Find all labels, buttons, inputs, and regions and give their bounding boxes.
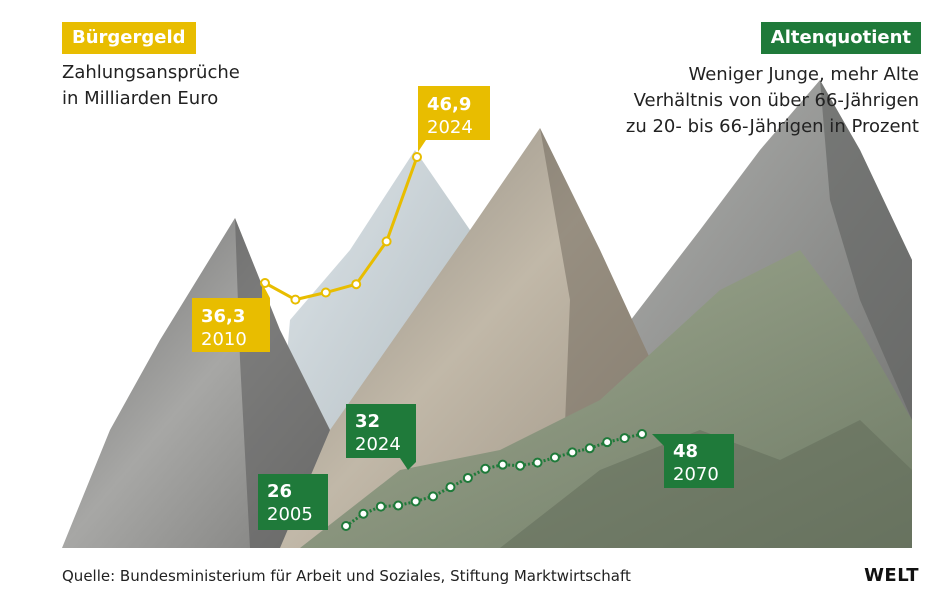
data-point bbox=[393, 500, 404, 511]
label-altenquotient-2070: 48 2070 bbox=[652, 434, 734, 488]
data-point bbox=[497, 459, 508, 470]
altenquotient-tag: Altenquotient bbox=[760, 22, 921, 54]
callout-box bbox=[418, 86, 490, 152]
label-altenquotient-2024: 32 2024 bbox=[346, 404, 416, 470]
source-note: Quelle: Bundesministerium für Arbeit und… bbox=[62, 567, 631, 585]
data-point bbox=[445, 482, 456, 493]
label-altenquotient-2005: 26 2005 bbox=[258, 474, 328, 530]
subtitle-line: Verhältnis von über 66-Jährigen bbox=[633, 90, 919, 111]
callout-year: 2024 bbox=[355, 434, 401, 455]
data-point bbox=[381, 236, 392, 247]
data-point bbox=[341, 521, 351, 531]
data-point bbox=[290, 294, 301, 305]
data-point bbox=[619, 433, 630, 444]
data-point bbox=[549, 452, 560, 463]
callout-value: 36,3 bbox=[201, 306, 245, 327]
callout-value: 32 bbox=[355, 411, 380, 432]
data-point bbox=[358, 508, 369, 519]
callout-year: 2070 bbox=[673, 464, 719, 485]
data-point bbox=[351, 279, 362, 290]
callout-year: 2010 bbox=[201, 329, 247, 350]
callout-year: 2024 bbox=[427, 117, 473, 138]
subtitle-line: zu 20- bis 66-Jährigen in Prozent bbox=[625, 116, 919, 137]
label-buergergeld-2010: 36,3 2010 bbox=[192, 283, 270, 352]
callout-value: 26 bbox=[267, 481, 292, 502]
altenquotient-points bbox=[341, 429, 647, 531]
callout-year: 2005 bbox=[267, 504, 313, 525]
data-point bbox=[567, 447, 578, 458]
callout-box bbox=[192, 283, 270, 352]
welt-logo: WELT bbox=[864, 565, 919, 586]
data-point bbox=[410, 496, 421, 507]
subtitle-line: in Milliarden Euro bbox=[62, 88, 219, 109]
callout-box bbox=[346, 404, 416, 470]
data-point bbox=[584, 443, 595, 454]
data-point bbox=[532, 457, 543, 468]
callout-value: 48 bbox=[673, 441, 698, 462]
data-point bbox=[412, 152, 422, 162]
data-point bbox=[375, 501, 386, 512]
subtitle-line: Zahlungsansprüche bbox=[62, 62, 240, 83]
data-point bbox=[428, 491, 439, 502]
data-point bbox=[320, 287, 331, 298]
data-point bbox=[515, 460, 526, 471]
data-point bbox=[480, 463, 491, 474]
label-buergergeld-2024: 46,9 2024 bbox=[418, 86, 490, 152]
buergergeld-tag: Bürgergeld bbox=[62, 22, 196, 54]
buergergeld-line bbox=[264, 156, 419, 302]
buergergeld-subtitle: Zahlungsansprüche in Milliarden Euro bbox=[62, 60, 240, 112]
callout-box bbox=[652, 434, 734, 488]
altenquotient-subtitle: Weniger Junge, mehr Alte Verhältnis von … bbox=[626, 62, 919, 140]
mountain-right-shadow bbox=[820, 80, 912, 420]
callout-value: 46,9 bbox=[427, 94, 471, 115]
callout-box bbox=[258, 474, 328, 530]
data-point bbox=[602, 437, 613, 448]
subtitle-line: Weniger Junge, mehr Alte bbox=[688, 64, 919, 85]
altenquotient-line bbox=[345, 432, 643, 528]
data-point bbox=[462, 472, 473, 483]
data-point bbox=[637, 429, 647, 439]
